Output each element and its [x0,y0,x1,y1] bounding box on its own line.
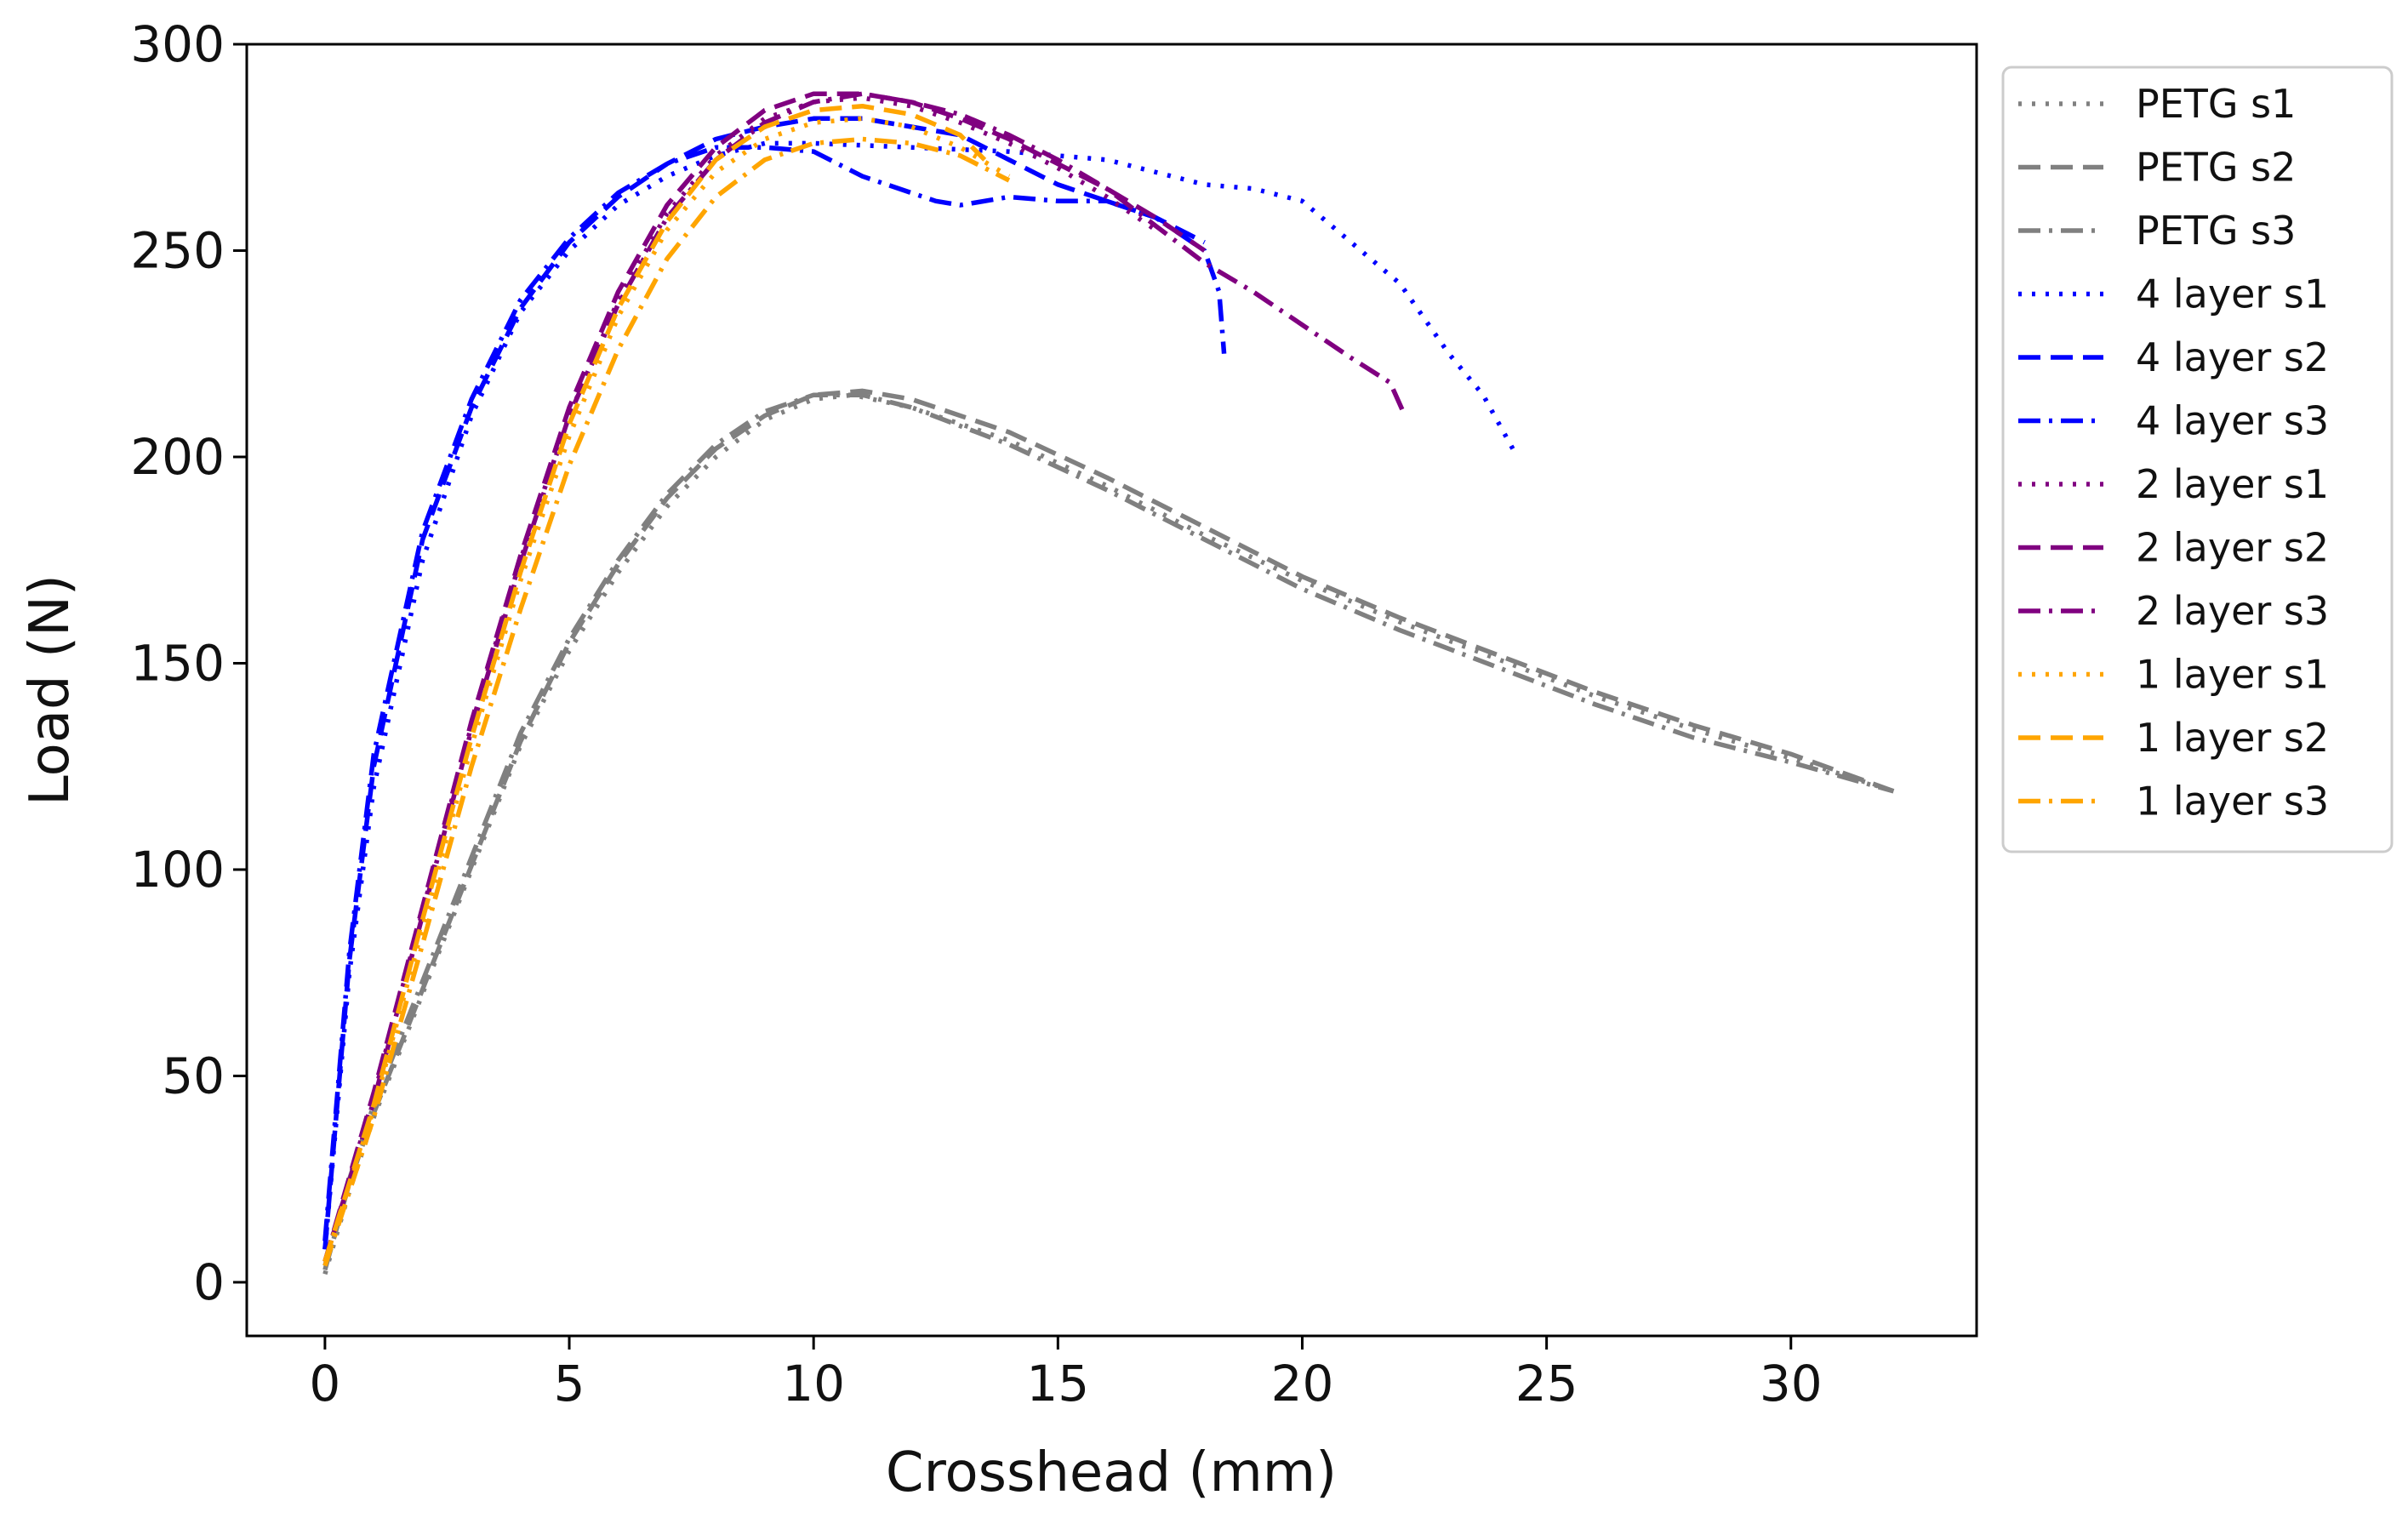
series-line-petg-s1 [322,392,1895,1275]
x-tick-label: 20 [1271,1355,1334,1412]
y-tick-label: 100 [130,841,225,899]
x-tick-label: 30 [1760,1355,1823,1412]
y-tick-label: 50 [162,1047,225,1104]
x-tick-label: 5 [554,1355,585,1412]
series-line-4-layer-s3 [322,145,1227,1241]
series-line-2-layer-s1 [322,95,1157,1263]
series-line-1-layer-s2 [322,103,987,1263]
x-tick-label: 25 [1515,1355,1578,1412]
legend-label: 2 layer s1 [2136,461,2329,507]
legend-label: 1 layer s1 [2136,652,2329,698]
series-line-2-layer-s3 [322,91,1407,1263]
legend-label: PETG s1 [2136,81,2296,127]
legend-label: 2 layer s2 [2136,525,2329,571]
legend-label: 2 layer s3 [2136,588,2329,634]
x-tick-label: 15 [1026,1355,1089,1412]
plot-frame [245,43,1978,1338]
y-tick-label: 0 [193,1253,225,1311]
legend: PETG s1 PETG s2 PETG s3 4 layer s1 4 layer s… [2001,66,2394,853]
y-axis-label: Load (N) [19,574,82,806]
legend-label: 1 layer s2 [2136,715,2329,761]
x-axis: 0 5 10 15 20 25 30 [309,1336,1823,1412]
series-line-1-layer-s3 [322,136,1011,1267]
legend-label: 4 layer s3 [2136,398,2329,444]
y-axis: 0 50 100 150 200 250 300 [130,15,247,1311]
legend-label: 4 layer s2 [2136,334,2329,380]
legend-label: 4 layer s1 [2136,271,2329,317]
y-tick-label: 200 [130,428,225,486]
series-line-1-layer-s1 [322,116,1011,1263]
x-tick-label: 10 [782,1355,845,1412]
series-line-petg-s3 [322,392,1895,1267]
legend-frame [2001,66,2394,853]
x-tick-label: 0 [309,1355,340,1412]
legend-label: PETG s3 [2136,208,2296,254]
legend-label: PETG s2 [2136,145,2296,191]
series-line-2-layer-s2 [322,91,1207,1263]
series-group [322,91,1895,1275]
plot-area [245,43,1978,1338]
y-tick-label: 300 [130,15,225,73]
legend-label: 1 layer s3 [2136,779,2329,825]
x-axis-label: Crosshead (mm) [886,1441,1337,1504]
y-tick-label: 250 [130,221,225,279]
y-tick-label: 150 [130,634,225,692]
